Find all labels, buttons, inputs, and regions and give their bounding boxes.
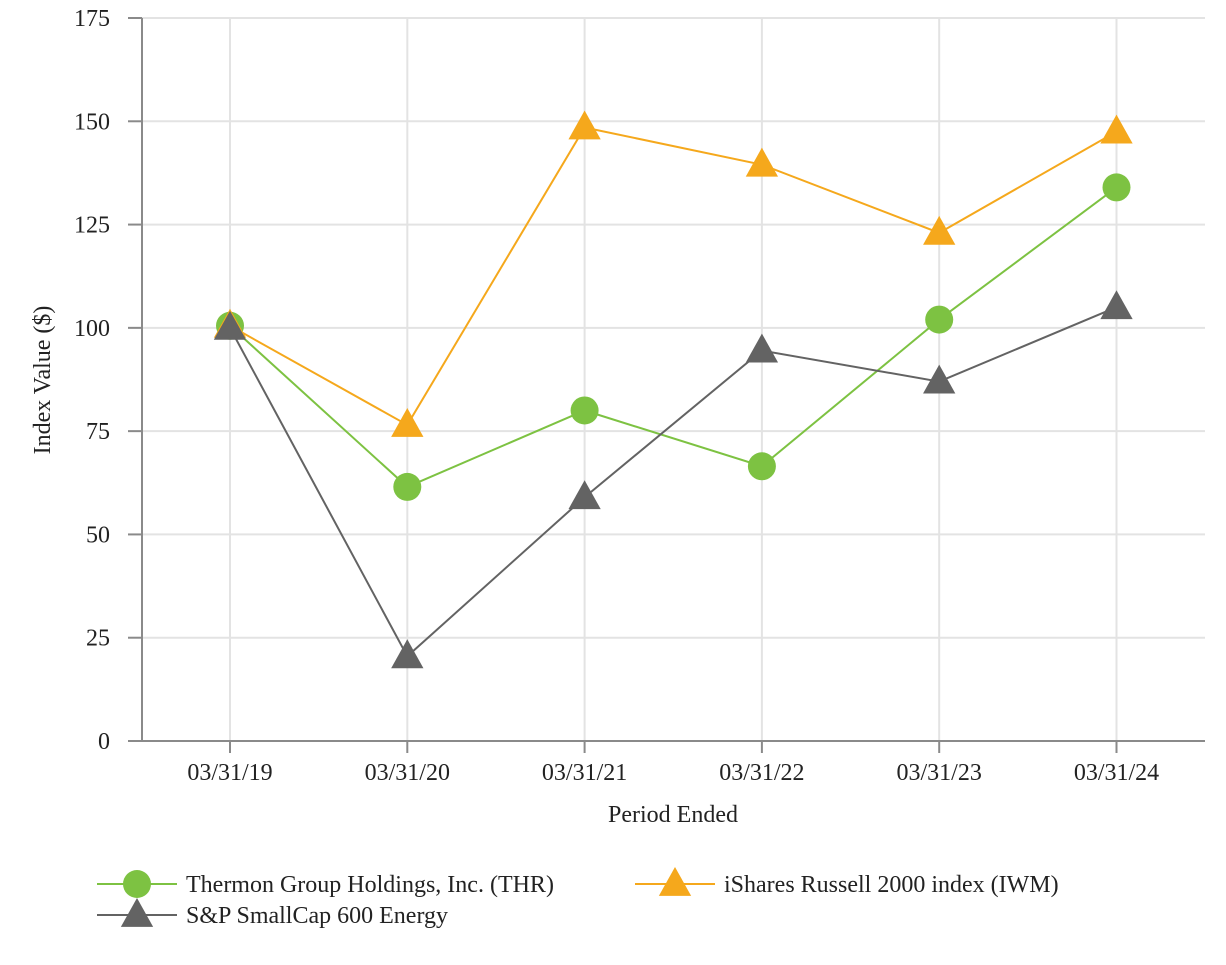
data-point: [570, 396, 599, 425]
y-tick-label: 175: [74, 6, 110, 32]
x-tick-label: 03/31/23: [897, 760, 982, 786]
legend-marker: [123, 870, 151, 898]
data-point: [747, 452, 776, 481]
data-point: [925, 305, 954, 334]
y-tick-label: 125: [74, 213, 110, 239]
x-tick-label: 03/31/21: [542, 760, 627, 786]
data-point: [391, 407, 424, 437]
y-axis-title: Index Value ($): [30, 306, 56, 455]
series-1: [213, 110, 1133, 437]
tick-labels: 0 25 50 75 100 125 150 175 03/31/19 03/31/20 03/31…: [74, 6, 1159, 786]
legend-label: S&P SmallCap 600 Energy: [186, 903, 448, 929]
grid: [142, 17, 1205, 741]
legend-item-1: iShares Russell 2000 index (IWM): [635, 867, 1059, 898]
y-tick-label: 75: [86, 419, 110, 445]
x-tick-label: 03/31/24: [1074, 760, 1159, 786]
axes: [128, 17, 1205, 753]
data-point: [568, 110, 601, 140]
data-point: [391, 639, 424, 669]
legend-label: Thermon Group Holdings, Inc. (THR): [186, 872, 554, 898]
legend-item-2: S&P SmallCap 600 Energy: [97, 898, 448, 929]
series-line: [229, 306, 1117, 658]
x-axis-title: Period Ended: [608, 802, 738, 828]
legend: Thermon Group Holdings, Inc. (THR) iShare…: [97, 867, 1059, 929]
legend-label: iShares Russell 2000 index (IWM): [724, 872, 1059, 898]
data-point: [1102, 173, 1131, 202]
legend-item-0: Thermon Group Holdings, Inc. (THR): [97, 870, 554, 898]
x-tick-label: 03/31/19: [187, 760, 272, 786]
x-tick-label: 03/31/20: [365, 760, 450, 786]
data-point: [393, 472, 422, 501]
y-tick-label: 50: [86, 522, 110, 548]
series-line: [229, 126, 1117, 427]
y-tick-label: 0: [98, 729, 110, 755]
y-tick-label: 100: [74, 316, 110, 342]
data-point: [923, 215, 956, 245]
y-tick-label: 25: [86, 626, 110, 652]
series-line: [229, 186, 1118, 489]
legend-marker: [120, 898, 154, 927]
data-point: [1100, 114, 1133, 144]
x-tick-label: 03/31/22: [719, 760, 804, 786]
data-point: [745, 333, 779, 363]
data-point: [1100, 290, 1133, 320]
series-0: [216, 173, 1131, 501]
series-layer: [213, 110, 1133, 669]
data-point: [745, 147, 779, 177]
data-point: [213, 310, 247, 340]
series-2: [213, 290, 1133, 669]
y-tick-label: 150: [74, 109, 110, 135]
data-point: [568, 480, 601, 510]
data-point: [923, 364, 956, 394]
legend-marker: [658, 867, 692, 896]
